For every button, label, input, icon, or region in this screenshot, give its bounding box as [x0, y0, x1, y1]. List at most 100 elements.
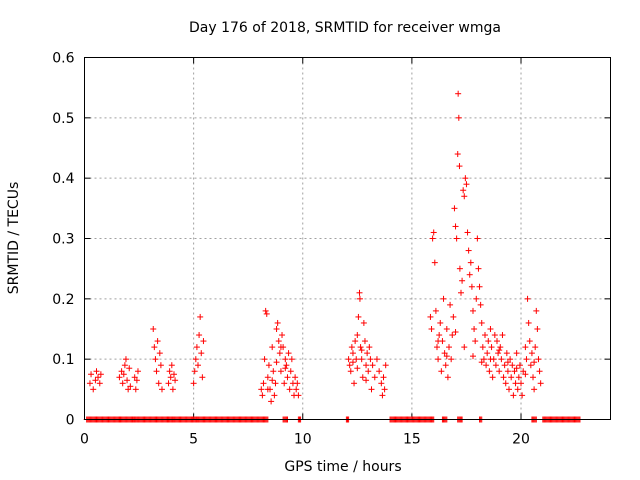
data-point: [488, 344, 495, 351]
x-axis-title: GPS time / hours: [284, 459, 401, 475]
data-point: [467, 259, 474, 266]
data-point: [485, 338, 492, 345]
data-point: [535, 356, 542, 363]
data-point: [494, 338, 501, 345]
data-point: [443, 353, 450, 360]
data-point: [369, 362, 376, 369]
data-point: [509, 362, 516, 369]
data-point: [536, 368, 543, 375]
x-tick-label: 0: [80, 432, 89, 448]
x-tick-label: 10: [294, 432, 312, 448]
data-point: [272, 380, 279, 387]
data-point: [150, 326, 157, 332]
data-point: [482, 332, 489, 339]
data-point: [430, 229, 437, 236]
data-point: [524, 295, 531, 302]
data-point: [474, 235, 481, 242]
data-point: [281, 380, 288, 387]
data-point: [262, 307, 269, 314]
data-point: [480, 356, 487, 363]
data-point: [510, 392, 517, 399]
data-point: [86, 380, 93, 387]
data-point: [122, 356, 129, 363]
data-point: [452, 223, 459, 230]
data-point: [371, 374, 378, 381]
data-point: [273, 326, 280, 332]
data-point: [473, 295, 480, 302]
data-point: [259, 392, 266, 399]
data-point: [519, 392, 526, 399]
data-point: [465, 247, 472, 254]
chart-title: Day 176 of 2018, SRMTID for receiver wmg…: [189, 20, 501, 36]
data-point: [271, 392, 278, 399]
data-point: [292, 374, 299, 381]
data-point: [275, 338, 282, 345]
data-point: [500, 374, 507, 381]
data-point: [363, 362, 370, 369]
data-point: [433, 344, 440, 351]
data-point: [119, 380, 126, 387]
data-point: [168, 362, 175, 369]
data-point: [376, 368, 383, 375]
data-point: [165, 380, 172, 387]
data-point: [472, 338, 479, 345]
data-point: [537, 380, 544, 387]
data-point: [495, 350, 502, 357]
data-point: [95, 374, 102, 381]
data-point: [153, 368, 160, 375]
data-point: [468, 283, 475, 290]
data-point: [449, 332, 456, 339]
y-tick-label: 0.5: [52, 111, 74, 127]
data-point: [154, 338, 161, 345]
data-point: [125, 386, 132, 393]
data-point: [463, 181, 470, 188]
data-point: [498, 356, 505, 363]
data-point: [469, 307, 476, 314]
data-point: [349, 359, 356, 366]
data-point: [484, 350, 491, 357]
data-point: [461, 344, 468, 351]
data-point: [437, 319, 444, 326]
data-point: [276, 350, 283, 357]
data-point: [491, 332, 498, 339]
data-point: [532, 344, 539, 351]
data-point: [455, 90, 462, 97]
x-tick-label: 15: [403, 432, 421, 448]
data-point: [441, 350, 448, 357]
data-point: [477, 301, 484, 308]
data-point: [501, 362, 508, 369]
data-point: [364, 350, 371, 357]
data-point: [263, 310, 270, 317]
data-point: [514, 386, 521, 393]
data-point: [534, 326, 541, 332]
data-point: [515, 374, 522, 381]
data-point: [478, 359, 485, 366]
data-point: [199, 374, 206, 381]
data-point: [355, 313, 362, 320]
data-point: [270, 368, 277, 375]
data-point: [452, 329, 459, 336]
data-point: [90, 386, 97, 393]
data-point: [367, 356, 374, 363]
data-point: [274, 319, 281, 326]
data-point: [483, 362, 490, 369]
data-point: [284, 374, 291, 381]
data-point: [352, 338, 359, 345]
data-point: [93, 368, 100, 375]
data-point: [487, 356, 494, 363]
data-point: [118, 368, 125, 375]
data-point: [346, 362, 353, 369]
data-point: [518, 380, 525, 387]
data-point: [428, 326, 435, 332]
data-point: [277, 368, 284, 375]
data-point: [353, 356, 360, 363]
data-point: [489, 374, 496, 381]
data-point: [282, 365, 289, 372]
data-point: [427, 313, 434, 320]
data-point: [156, 350, 163, 357]
data-point: [198, 350, 205, 357]
data-point: [166, 368, 173, 375]
data-point: [268, 398, 275, 405]
data-point: [432, 307, 439, 314]
data-point: [502, 380, 509, 387]
